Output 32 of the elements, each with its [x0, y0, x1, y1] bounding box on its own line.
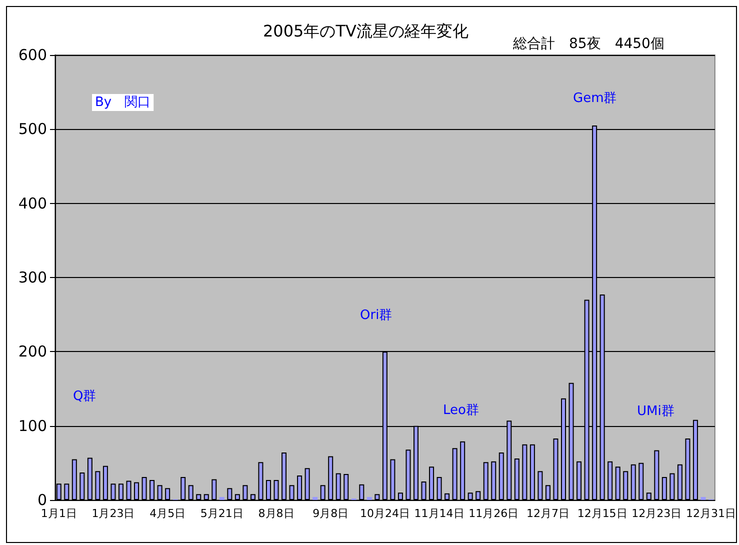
chart-title: 2005年のTV流星の経年変化: [263, 22, 468, 40]
x-tick-label: 8月8日: [258, 507, 294, 520]
y-tick-label: 600: [18, 46, 47, 64]
x-tick-label: 4月5日: [150, 507, 186, 520]
annotation: Gem群: [573, 91, 617, 106]
y-tick-label: 300: [18, 268, 47, 286]
x-tick-label: 1月1日: [40, 507, 77, 520]
bar: [366, 497, 372, 500]
y-tick-label: 100: [18, 416, 47, 435]
x-tick-label: 11月14日: [414, 507, 464, 520]
y-tick-label: 400: [18, 194, 47, 212]
x-tick-label: 12月23日: [632, 507, 682, 520]
annotation: By 関口: [95, 95, 151, 110]
bar: [700, 497, 706, 500]
x-tick-label: 1月23日: [92, 507, 135, 520]
annotation: Q群: [73, 389, 96, 404]
x-tick-label: 12月31日: [686, 507, 736, 520]
y-tick-label: 0: [37, 491, 47, 509]
annotation: Ori群: [360, 308, 392, 323]
x-tick-label: 12月7日: [526, 507, 570, 520]
annotation: UMi群: [637, 404, 674, 419]
x-tick-label: 12月15日: [577, 507, 628, 520]
x-tick-label: 9月8日: [312, 507, 349, 520]
annotation: Leo群: [443, 403, 479, 418]
x-tick-label: 5月21日: [200, 507, 244, 520]
y-tick-label: 500: [18, 120, 47, 138]
y-tick-label: 200: [18, 342, 47, 361]
bar: [219, 497, 224, 500]
chart-subtitle: 総合計 85夜 4450個: [512, 36, 664, 52]
x-tick-label: 10月24日: [360, 507, 410, 520]
bar: [312, 497, 318, 500]
x-tick-label: 11月26日: [468, 507, 519, 520]
